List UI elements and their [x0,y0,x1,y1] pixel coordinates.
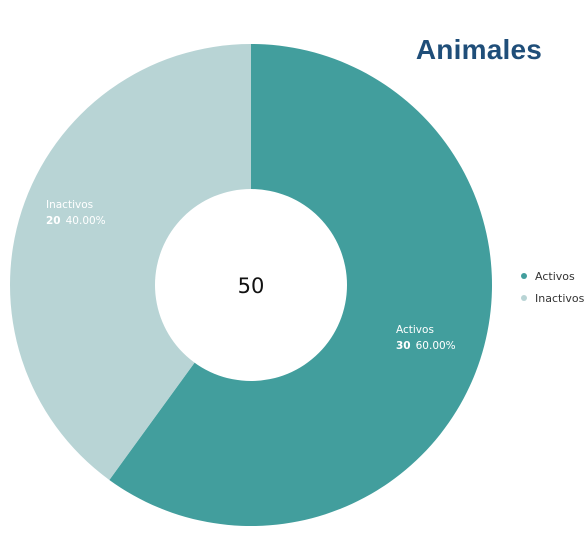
slice-count-activos: 30 [396,340,411,352]
chart-title: Animales [415,34,542,65]
slice-value-activos: 30 60.00% [396,340,456,352]
donut-total-label: 50 [238,274,265,298]
legend-item-inactivos[interactable]: Inactivos [521,287,584,309]
legend-label-activos: Activos [535,269,575,283]
slice-label-activos: Activos [396,324,434,336]
slice-count-inactivos: 20 [46,215,61,227]
legend-label-inactivos: Inactivos [535,291,585,305]
legend-marker-inactivos [521,295,527,301]
legend-marker-activos [521,273,527,279]
slice-label-inactivos: Inactivos [46,199,93,211]
slice-value-inactivos: 20 40.00% [46,215,106,227]
legend-item-activos[interactable]: Activos [521,265,584,287]
chart-legend: Activos Inactivos [521,265,584,309]
slice-percent-inactivos: 40.00% [66,215,106,227]
slice-inactivos[interactable] [9,44,252,480]
slice-percent-activos: 60.00% [416,340,456,352]
donut-hole [155,189,347,381]
